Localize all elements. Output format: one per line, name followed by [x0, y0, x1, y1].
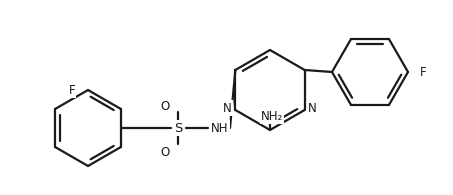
- Text: NH₂: NH₂: [261, 110, 283, 122]
- Text: O: O: [160, 145, 169, 159]
- Text: S: S: [174, 121, 182, 135]
- Text: F: F: [68, 83, 75, 97]
- Text: F: F: [420, 66, 427, 79]
- Text: N: N: [223, 102, 232, 114]
- Text: NH: NH: [211, 121, 229, 135]
- Text: N: N: [308, 102, 317, 114]
- Text: O: O: [160, 99, 169, 113]
